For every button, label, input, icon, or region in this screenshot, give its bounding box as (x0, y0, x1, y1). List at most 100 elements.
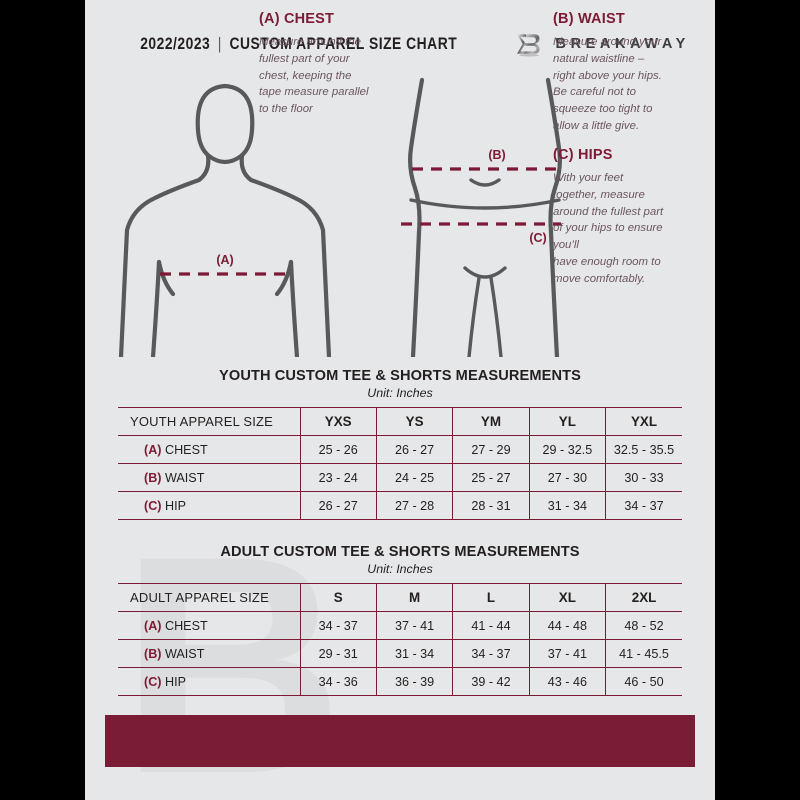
adult-hip-s: 34 - 36 (300, 667, 377, 696)
youth-chest-ys: 26 - 27 (376, 435, 454, 464)
adult-hip-m: 36 - 39 (376, 667, 454, 696)
adult-size-table: ADULT APPAREL SIZE S M L XL 2XL (A) CHES… (118, 583, 682, 696)
callout-hips-line-1: With your feet (553, 172, 624, 184)
youth-hip-yxs: 26 - 27 (300, 491, 377, 520)
adult-waist-xl: 37 - 41 (529, 639, 607, 668)
youth-measurements-section: YOUTH CUSTOM TEE & SHORTS MEASUREMENTS U… (118, 368, 682, 520)
adult-row-waist-label: (B) WAIST (118, 639, 301, 668)
adult-row-waist: (B) WAIST 29 - 31 31 - 34 34 - 37 37 - 4… (118, 639, 682, 668)
footer-bar (105, 715, 695, 767)
illustration-band: (A) (85, 72, 715, 357)
youth-row-waist-label: (B) WAIST (118, 463, 301, 492)
callout-waist-line-6: allow a little give. (553, 119, 640, 132)
callout-chest: (A) CHEST Measure around the fullest par… (259, 11, 419, 118)
adult-measurements-section: ADULT CUSTOM TEE & SHORTS MEASUREMENTS U… (118, 544, 682, 696)
youth-header-row: YOUTH APPAREL SIZE YXS YS YM YL YXL (118, 407, 682, 436)
youth-size-header-label: YOUTH APPAREL SIZE (118, 407, 301, 436)
adult-hip-name: HIP (164, 674, 186, 689)
youth-size-ym: YM (452, 407, 530, 436)
callout-chest-line-3: chest, keeping the (259, 69, 352, 82)
title-text: CUSTOM APPAREL SIZE CHART (229, 34, 458, 53)
youth-size-ys: YS (376, 407, 454, 436)
callout-waist-body: Measure around your natural waistline – … (553, 34, 709, 135)
callout-waist-line-5: squeeze too tight to (553, 103, 653, 116)
adult-table-title: ADULT CUSTOM TEE & SHORTS MEASUREMENTS (220, 544, 580, 560)
youth-row-chest-label: (A) CHEST (118, 435, 301, 464)
brand-lockup: BREAKAWAY (514, 29, 690, 59)
adult-size-m: M (376, 583, 454, 612)
adult-waist-name: WAIST (164, 646, 205, 661)
adult-size-2xl: 2XL (605, 583, 682, 612)
callout-chest-body: Measure around the fullest part of your … (259, 34, 419, 118)
youth-table-title: YOUTH CUSTOM TEE & SHORTS MEASUREMENTS (219, 368, 581, 384)
youth-waist-yl: 27 - 30 (529, 463, 607, 492)
chest-measure-label: (A) (216, 253, 233, 267)
callout-waist: (B) WAIST Measure around your natural wa… (553, 11, 709, 135)
callout-hips-line-7: move comfortably. (553, 272, 646, 285)
youth-chest-yl: 29 - 32.5 (529, 435, 607, 464)
callout-chest-line-2: fullest part of your (259, 52, 350, 65)
callout-chest-line-5: to the floor (259, 103, 313, 116)
youth-chest-name: CHEST (164, 442, 208, 457)
adult-row-hip: (C) HIP 34 - 36 36 - 39 39 - 42 43 - 46 … (118, 667, 682, 696)
season-label: 2022/2023 (140, 34, 211, 53)
callout-waist-line-3: right above your hips. (553, 69, 662, 82)
youth-row-hip-label: (C) HIP (118, 491, 301, 520)
adult-chest-2xl: 48 - 52 (605, 611, 682, 640)
adult-row-chest: (A) CHEST 34 - 37 37 - 41 41 - 44 44 - 4… (118, 611, 682, 640)
youth-chest-tag: (A) (144, 442, 162, 457)
adult-row-chest-label: (A) CHEST (118, 611, 301, 640)
youth-hip-yxl: 34 - 37 (605, 491, 682, 520)
adult-chest-s: 34 - 37 (300, 611, 377, 640)
youth-size-yl: YL (529, 407, 607, 436)
adult-hip-l: 39 - 42 (452, 667, 530, 696)
callout-chest-line-1: Measure around the (259, 36, 361, 48)
youth-row-waist: (B) WAIST 23 - 24 24 - 25 25 - 27 27 - 3… (118, 463, 682, 492)
callout-hips-line-6: have enough room to (553, 255, 661, 268)
size-chart-page: B 2022/2023 | CUSTOM APPAREL SIZE CHART (85, 0, 715, 800)
adult-waist-m: 31 - 34 (376, 639, 454, 668)
callout-chest-line-4: tape measure parallel (259, 86, 369, 99)
callout-waist-title: (B) WAIST (553, 11, 625, 27)
youth-waist-ym: 25 - 27 (452, 463, 530, 492)
youth-size-yxs: YXS (300, 407, 377, 436)
youth-hip-ym: 28 - 31 (452, 491, 530, 520)
callout-hips-line-5: you’ll (553, 239, 579, 252)
hip-measure-label: (C) (529, 231, 546, 245)
front-torso-illustration: (A) (118, 83, 332, 357)
youth-chest-yxs: 25 - 26 (300, 435, 377, 464)
adult-hip-tag: (C) (144, 674, 162, 689)
adult-hip-2xl: 46 - 50 (605, 667, 682, 696)
callout-hips-line-4: of your hips to ensure (553, 222, 663, 235)
waist-measure-label: (B) (488, 148, 505, 162)
callout-waist-line-4: Be careful not to (553, 86, 636, 99)
adult-chest-l: 41 - 44 (452, 611, 530, 640)
lower-body-illustration: (B) (C) (401, 77, 562, 357)
callout-chest-title: (A) CHEST (259, 11, 335, 27)
youth-waist-yxs: 23 - 24 (300, 463, 377, 492)
adult-waist-s: 29 - 31 (300, 639, 377, 668)
youth-size-table: YOUTH APPAREL SIZE YXS YS YM YL YXL (A) … (118, 407, 682, 520)
youth-chest-yxl: 32.5 - 35.5 (605, 435, 682, 464)
adult-chest-xl: 44 - 48 (529, 611, 607, 640)
youth-hip-ys: 27 - 28 (376, 491, 454, 520)
adult-row-hip-label: (C) HIP (118, 667, 301, 696)
adult-chest-m: 37 - 41 (376, 611, 454, 640)
adult-chest-tag: (A) (144, 618, 162, 633)
adult-size-l: L (452, 583, 530, 612)
brand-name: BREAKAWAY (555, 36, 690, 52)
callout-hips-line-2: together, measure (553, 188, 645, 201)
callout-hips-title: (C) HIPS (553, 147, 613, 163)
youth-hip-yl: 31 - 34 (529, 491, 607, 520)
adult-table-unit: Unit: Inches (367, 562, 433, 576)
page-header: 2022/2023 | CUSTOM APPAREL SIZE CHART (85, 26, 715, 62)
page-title: 2022/2023 | CUSTOM APPAREL SIZE CHART (140, 35, 457, 54)
breakaway-b-emblem-icon (516, 34, 540, 57)
youth-size-yxl: YXL (605, 407, 682, 436)
adult-waist-tag: (B) (144, 646, 162, 661)
youth-chest-ym: 27 - 29 (452, 435, 530, 464)
adult-waist-2xl: 41 - 45.5 (605, 639, 682, 668)
adult-header-row: ADULT APPAREL SIZE S M L XL 2XL (118, 583, 682, 612)
youth-waist-name: WAIST (164, 470, 205, 485)
